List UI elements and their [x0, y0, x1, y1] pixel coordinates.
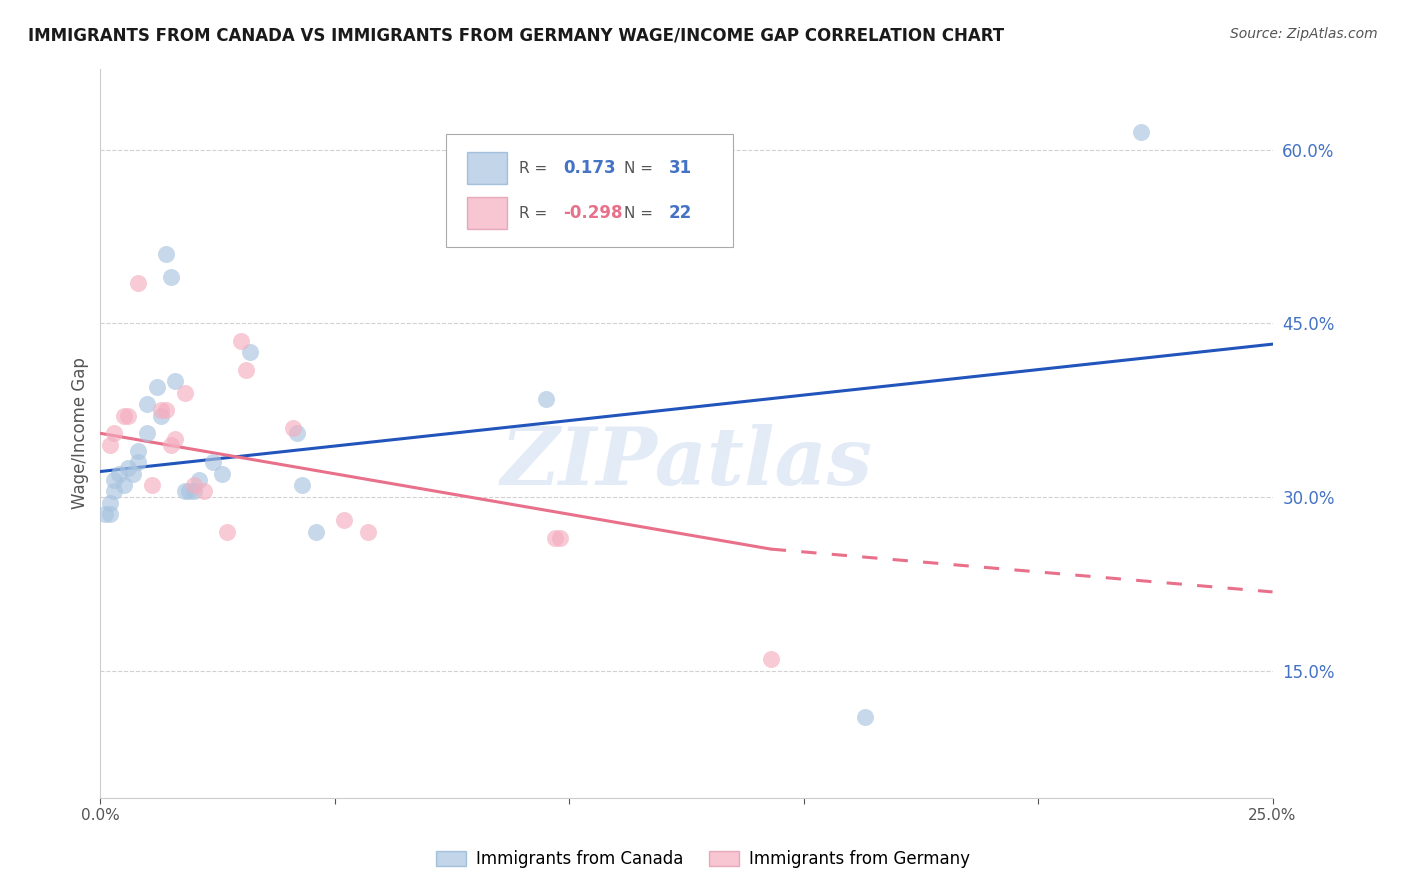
Point [103, 473, 125, 487]
Point [165, 432, 187, 446]
Point [534, 392, 557, 406]
Point [103, 426, 125, 441]
Text: 0.173: 0.173 [564, 159, 616, 178]
Point [94, 508, 117, 522]
Text: N =: N = [624, 206, 654, 221]
Y-axis label: Wage/Income Gap: Wage/Income Gap [72, 358, 89, 509]
Point [201, 455, 224, 469]
Point [333, 513, 356, 527]
Point [187, 473, 209, 487]
Point [281, 420, 304, 434]
Point [159, 438, 181, 452]
Point [103, 484, 125, 499]
Point [127, 455, 149, 469]
Point [112, 409, 135, 423]
Text: R =: R = [519, 206, 547, 221]
Point [235, 362, 257, 376]
Text: IMMIGRANTS FROM CANADA VS IMMIGRANTS FROM GERMANY WAGE/INCOME GAP CORRELATION CH: IMMIGRANTS FROM CANADA VS IMMIGRANTS FRO… [28, 27, 1004, 45]
Point [179, 484, 201, 499]
Point [285, 426, 308, 441]
FancyBboxPatch shape [467, 197, 508, 229]
Point [229, 334, 252, 348]
Text: R =: R = [519, 161, 547, 176]
Point [1130, 125, 1153, 139]
Point [193, 484, 215, 499]
Point [145, 380, 167, 394]
Text: N =: N = [624, 161, 654, 176]
Point [165, 374, 187, 388]
Point [544, 531, 567, 545]
FancyBboxPatch shape [446, 134, 734, 247]
Point [127, 443, 149, 458]
Text: 22: 22 [669, 204, 692, 222]
Point [141, 478, 163, 492]
Point [127, 276, 149, 290]
Point [305, 524, 328, 539]
Text: ZIPatlas: ZIPatlas [501, 424, 873, 501]
Point [159, 269, 181, 284]
Text: 31: 31 [669, 159, 692, 178]
Point [150, 409, 173, 423]
Point [759, 652, 782, 666]
Point [853, 710, 876, 724]
Point [98, 508, 121, 522]
Point [98, 438, 121, 452]
Point [112, 478, 135, 492]
Legend: Immigrants from Canada, Immigrants from Germany: Immigrants from Canada, Immigrants from … [430, 844, 976, 875]
Point [211, 467, 233, 481]
Point [173, 484, 195, 499]
Point [122, 467, 145, 481]
Text: -0.298: -0.298 [564, 204, 623, 222]
Point [183, 478, 205, 492]
Point [117, 409, 139, 423]
Point [173, 385, 195, 400]
Point [291, 478, 314, 492]
Point [183, 484, 205, 499]
Point [356, 524, 378, 539]
Point [239, 345, 262, 359]
Point [98, 496, 121, 510]
FancyBboxPatch shape [467, 152, 508, 184]
Text: Source: ZipAtlas.com: Source: ZipAtlas.com [1230, 27, 1378, 41]
Point [548, 531, 571, 545]
Point [108, 467, 131, 481]
Point [155, 403, 177, 417]
Point [136, 426, 159, 441]
Point [215, 524, 238, 539]
Point [117, 461, 139, 475]
Point [150, 403, 173, 417]
Point [136, 397, 159, 411]
Point [155, 247, 177, 261]
